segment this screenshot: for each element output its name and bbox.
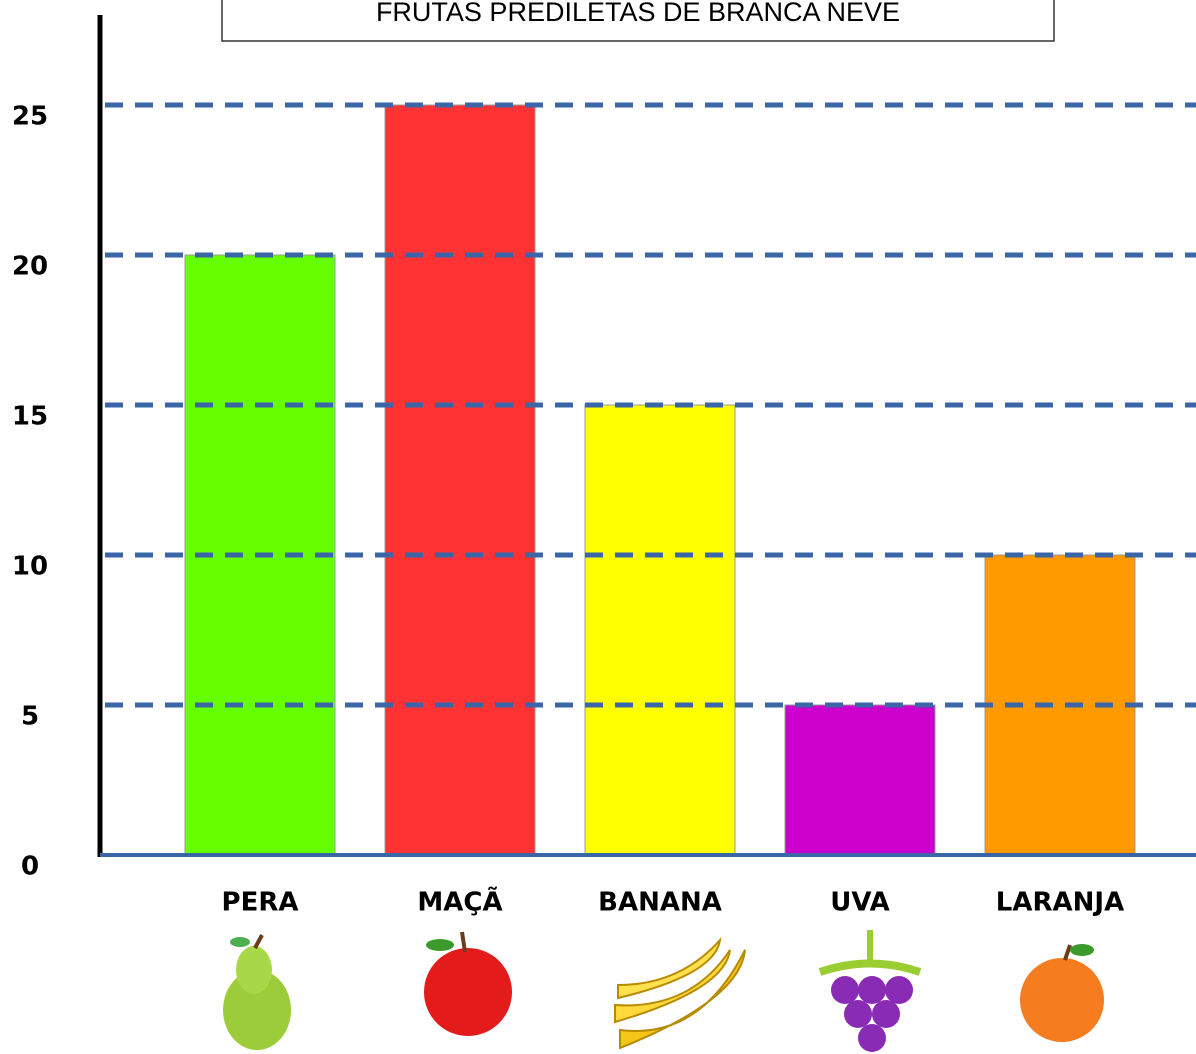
bar bbox=[384, 104, 536, 856]
y-tick-label: 0 bbox=[21, 852, 39, 882]
pear-icon bbox=[223, 934, 291, 1050]
chart-title: FRUTAS PREDILETAS DE BRANCA NEVE bbox=[376, 0, 900, 27]
y-tick-label: 20 bbox=[12, 252, 48, 282]
bar bbox=[584, 404, 736, 856]
grape-icon bbox=[818, 930, 922, 1052]
x-tick-label: UVA bbox=[830, 888, 890, 918]
x-tick-label: LARANJA bbox=[996, 888, 1124, 918]
x-tick-label: PERA bbox=[222, 888, 299, 918]
y-tick-label: 15 bbox=[12, 402, 48, 432]
y-tick-label: 10 bbox=[12, 552, 48, 582]
y-tick-label: 25 bbox=[12, 102, 48, 132]
title-box bbox=[221, 0, 1055, 42]
orange-icon bbox=[1020, 944, 1104, 1042]
banana-icon bbox=[614, 936, 746, 1050]
x-tick-label: MAÇÃ bbox=[417, 886, 502, 918]
x-tick-label: BANANA bbox=[598, 888, 722, 918]
y-tick-label: 5 bbox=[21, 702, 39, 732]
bar bbox=[784, 704, 936, 856]
apple-icon bbox=[424, 931, 512, 1036]
fruit-icons bbox=[223, 930, 1104, 1052]
